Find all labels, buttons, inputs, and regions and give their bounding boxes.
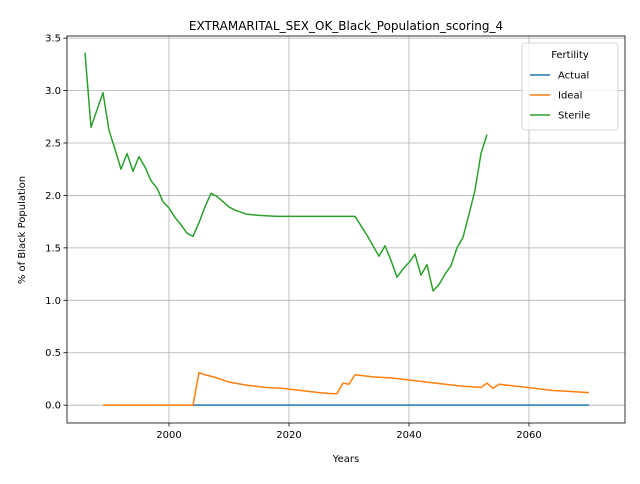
y-tick-label: 1.0 <box>45 296 61 307</box>
y-tick-label: 0.5 <box>45 348 61 359</box>
legend: Fertility Actual Ideal Sterile <box>521 42 619 131</box>
legend-label-actual: Actual <box>558 71 589 82</box>
y-axis-label: % of Black Population <box>17 176 28 284</box>
x-tick-label: 2020 <box>276 430 301 441</box>
series-lines <box>84 52 590 406</box>
axes-frame <box>66 35 626 424</box>
legend-items: Actual Ideal Sterile <box>530 71 590 122</box>
series-line-ideal <box>103 371 590 406</box>
x-tick-label: 2040 <box>396 430 421 441</box>
series-line-sterile <box>84 52 488 292</box>
y-tick-label: 1.5 <box>45 243 61 254</box>
y-axis-ticks: 0.0 0.5 1.0 1.5 2.0 2.5 3.0 3.5 <box>45 34 67 412</box>
chart-title: EXTRAMARITAL_SEX_OK_Black_Population_sco… <box>189 19 503 33</box>
x-axis-label: Years <box>332 454 359 465</box>
y-tick-label: 2.5 <box>45 138 61 149</box>
x-axis-ticks: 2000 2020 2040 2060 <box>156 423 542 441</box>
y-tick-label: 3.0 <box>45 86 61 97</box>
legend-box <box>521 42 619 131</box>
legend-label-sterile: Sterile <box>558 111 590 122</box>
x-tick-label: 2000 <box>156 430 181 441</box>
legend-label-ideal: Ideal <box>558 91 582 102</box>
legend-title: Fertility <box>551 50 589 61</box>
y-tick-label: 3.5 <box>45 34 61 45</box>
y-tick-label: 0.0 <box>45 401 61 412</box>
x-tick-label: 2060 <box>516 430 541 441</box>
y-tick-label: 2.0 <box>45 191 61 202</box>
